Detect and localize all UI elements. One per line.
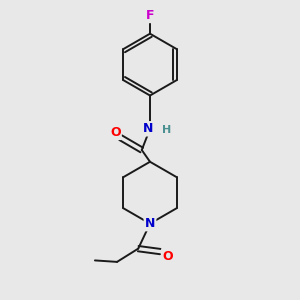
Text: H: H [162,125,171,135]
Text: O: O [162,250,173,262]
Text: N: N [143,122,154,135]
Text: F: F [146,9,154,22]
Text: N: N [145,217,155,230]
Text: O: O [110,126,121,139]
